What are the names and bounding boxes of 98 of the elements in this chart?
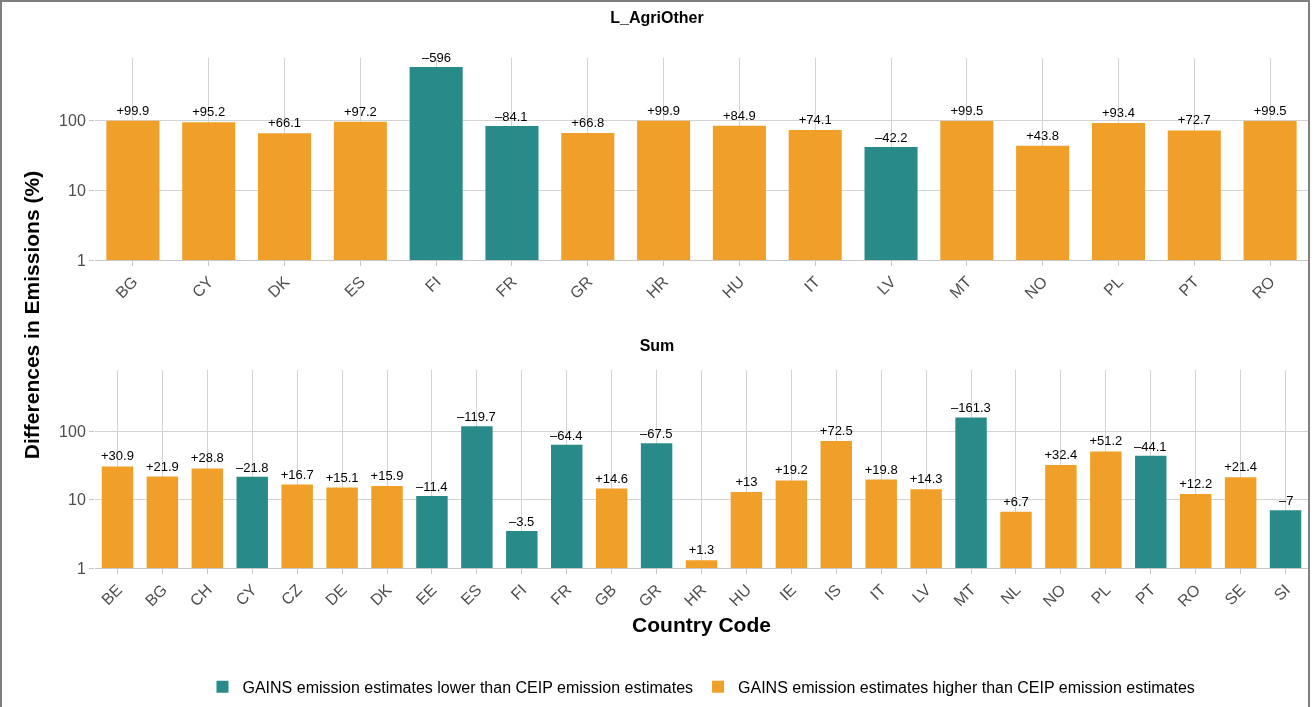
- x-tick-label: FR: [547, 580, 575, 609]
- annotation: –119.7: [457, 409, 496, 424]
- x-tick-label: PT: [1175, 272, 1203, 300]
- y-tick-label: 10: [68, 491, 86, 509]
- chart-title: Sum: [639, 337, 675, 355]
- data-label: +14.6: [595, 470, 629, 486]
- x-tick-label: IT: [800, 272, 824, 296]
- x-tick-label: NO: [1039, 580, 1069, 610]
- x-tick-label: HU: [725, 580, 755, 610]
- data-label: +12.2: [1179, 475, 1213, 491]
- data-label: +19.8: [864, 461, 898, 477]
- y-tick-label: 100: [59, 112, 86, 130]
- x-tick-label: ES: [457, 580, 485, 609]
- annotation: –67.5: [640, 426, 673, 441]
- x-tick-label: LV: [908, 580, 935, 606]
- data-label: +97.2: [343, 103, 377, 119]
- x-tick-label: LV: [873, 272, 900, 298]
- x-tick-label: HR: [680, 580, 710, 610]
- annotation: –161.3: [951, 400, 991, 415]
- x-tick-label: DE: [322, 580, 350, 609]
- annotation: –596: [422, 50, 451, 65]
- x-tick-label: DK: [367, 580, 396, 609]
- x-tick-label: PT: [1132, 580, 1159, 608]
- x-tick-label: CH: [186, 580, 216, 610]
- x-tick-label: NL: [997, 580, 1024, 608]
- data-label: +72.5: [819, 423, 853, 439]
- x-tick-label: FR: [492, 272, 520, 301]
- annotation: –3.5: [509, 514, 535, 529]
- data-label: +13: [735, 474, 758, 490]
- annotation: –44.1: [1134, 439, 1167, 454]
- data-label: +16.7: [280, 466, 314, 482]
- annotation: –11.4: [416, 479, 448, 494]
- legend-label: GAINS emission estimates lower than CEIP emission estimates: [242, 678, 694, 696]
- x-tick-label: HU: [718, 272, 748, 302]
- data-label: +99.5: [1253, 102, 1287, 118]
- data-label: +74.1: [798, 111, 832, 127]
- data-label: +99.9: [647, 102, 681, 118]
- annotation: –84.1: [495, 109, 528, 124]
- annotation: –21.8: [236, 460, 269, 475]
- data-label: +15.1: [325, 469, 359, 485]
- x-tick-label: SI: [1270, 580, 1294, 604]
- x-tick-label: NO: [1021, 272, 1051, 302]
- x-tick-label: FI: [507, 580, 530, 604]
- data-label: +95.2: [192, 104, 226, 120]
- legend-label: GAINS emission estimates higher than CEIP emission estimates: [738, 678, 1195, 696]
- data-label: +66.1: [268, 115, 301, 131]
- x-tick-label: PL: [1087, 580, 1114, 607]
- chart-title: L_AgriOther: [610, 9, 704, 27]
- x-tick-label: DK: [264, 272, 293, 301]
- annotation: –64.4: [550, 428, 583, 443]
- x-tick-label: CZ: [277, 580, 306, 609]
- x-tick-label: GB: [591, 580, 620, 610]
- data-label: +30.9: [101, 448, 134, 464]
- data-label: +51.2: [1089, 433, 1123, 449]
- data-label: +32.4: [1044, 446, 1078, 462]
- x-tick-label: SE: [1221, 580, 1249, 609]
- data-label: +99.9: [116, 102, 150, 118]
- data-label: +28.8: [190, 450, 224, 466]
- annotation: –7: [1279, 493, 1294, 508]
- x-tick-label: IS: [821, 580, 845, 604]
- x-tick-label: RO: [1248, 272, 1278, 302]
- data-label: +93.4: [1102, 104, 1135, 120]
- y-tick-label: 1: [76, 251, 86, 269]
- x-tick-label: BG: [141, 580, 171, 610]
- x-tick-label: BE: [98, 580, 126, 609]
- y-tick-label: 100: [59, 423, 86, 441]
- x-tick-label: ES: [341, 272, 369, 301]
- x-tick-label: FI: [421, 272, 444, 296]
- data-label: +1.3: [688, 542, 715, 558]
- data-label: +19.2: [774, 462, 808, 478]
- x-tick-label: HR: [643, 272, 672, 302]
- data-label: +72.7: [1177, 112, 1211, 128]
- data-label: +21.9: [145, 458, 179, 474]
- x-tick-label: CY: [188, 272, 217, 301]
- data-label: +99.5: [950, 102, 984, 118]
- data-label: +21.4: [1224, 459, 1258, 475]
- x-tick-label: BG: [112, 272, 141, 302]
- data-label: +14.3: [909, 471, 943, 487]
- x-tick-label: CY: [232, 580, 261, 609]
- data-label: +66.8: [571, 115, 605, 131]
- x-tick-label: GR: [635, 580, 665, 610]
- x-tick-label: EE: [412, 580, 440, 609]
- y-tick-label: 1: [76, 559, 86, 577]
- y-tick-label: 10: [68, 182, 86, 200]
- data-label: +15.9: [370, 468, 404, 484]
- x-tick-label: PL: [1100, 272, 1127, 299]
- x-axis-title: Country Code: [632, 613, 771, 637]
- data-label: +84.9: [722, 107, 756, 123]
- x-tick-label: MT: [946, 272, 975, 302]
- x-tick-label: IT: [866, 580, 890, 604]
- y-axis-title: Differences in Emissions (%): [20, 170, 44, 460]
- x-tick-label: IE: [776, 580, 800, 604]
- data-label: +43.8: [1026, 127, 1060, 143]
- data-label: +6.7: [1003, 493, 1029, 509]
- annotation: –42.2: [875, 130, 908, 145]
- x-tick-label: MT: [950, 580, 979, 610]
- x-tick-label: RO: [1174, 580, 1204, 610]
- x-tick-label: GR: [566, 272, 596, 302]
